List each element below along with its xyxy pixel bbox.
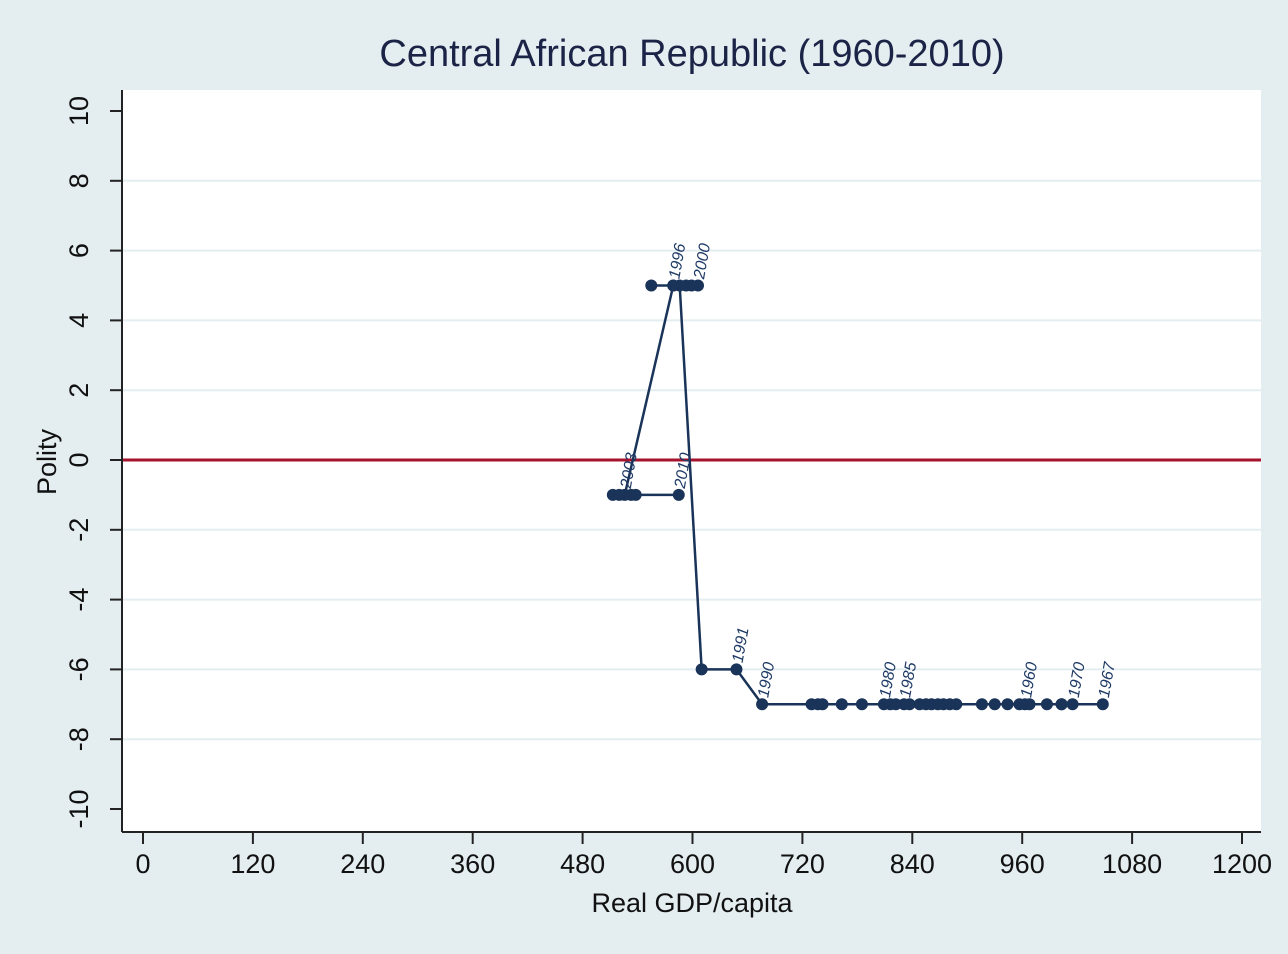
- y-tick-label: -6: [64, 657, 94, 681]
- data-point: [629, 488, 642, 501]
- data-point: [988, 698, 1001, 711]
- y-tick-label: 8: [64, 173, 94, 188]
- point-label: 1985: [897, 661, 920, 699]
- x-tick-label: 720: [780, 849, 825, 879]
- data-point: [695, 663, 708, 676]
- y-tick-label: -8: [64, 727, 94, 751]
- point-label: 2003: [618, 451, 641, 490]
- point-label: 1996: [666, 242, 689, 280]
- y-tick-label: -4: [64, 588, 94, 612]
- data-point: [1013, 698, 1026, 711]
- point-label: 1960: [1018, 661, 1041, 699]
- x-tick-label: 480: [560, 849, 605, 879]
- data-point: [645, 279, 658, 292]
- data-point: [1066, 698, 1079, 711]
- x-tick-label: 360: [450, 849, 495, 879]
- data-point: [1001, 698, 1014, 711]
- point-label: 1990: [755, 661, 778, 699]
- point-label: 1980: [877, 661, 900, 699]
- y-tick-label: -10: [64, 789, 94, 828]
- data-point: [672, 488, 685, 501]
- series: [606, 279, 1109, 711]
- data-point: [1023, 698, 1036, 711]
- data-point: [691, 279, 704, 292]
- data-point: [913, 698, 926, 711]
- gridlines: [122, 179, 1261, 741]
- x-tick-label: 600: [670, 849, 715, 879]
- point-label: 1991: [730, 626, 753, 664]
- data-point: [975, 698, 988, 711]
- x-tick-label: 0: [135, 849, 150, 879]
- chart-title: Central African Republic (1960-2010): [379, 33, 1004, 75]
- point-label: 1967: [1096, 660, 1119, 699]
- x-tick-label: 840: [890, 849, 935, 879]
- data-point: [1096, 698, 1109, 711]
- x-tick-label: 960: [1000, 849, 1045, 879]
- data-point: [730, 663, 743, 676]
- data-point: [835, 698, 848, 711]
- y-axis-label: Polity: [32, 428, 62, 495]
- x-axis-label: Real GDP/capita: [591, 888, 793, 918]
- y-tick-label: 6: [64, 243, 94, 258]
- y-tick-label: 10: [64, 96, 94, 126]
- point-label: 2000: [691, 242, 714, 281]
- axes: -10 -8 -6 -4 -2 0 2 4 6 8 10 0 120 240 360 480 600 720 840…: [64, 90, 1272, 879]
- point-label: 1970: [1066, 661, 1089, 699]
- data-point: [889, 698, 902, 711]
- data-point: [756, 698, 769, 711]
- data-point: [855, 698, 868, 711]
- data-point: [613, 488, 626, 501]
- data-point: [898, 698, 911, 711]
- data-point: [667, 279, 680, 292]
- x-tick-label: 1080: [1102, 849, 1162, 879]
- y-tick-label: -2: [64, 518, 94, 542]
- x-tick-label: 120: [230, 849, 275, 879]
- data-point: [805, 698, 818, 711]
- y-tick-label: 4: [64, 313, 94, 328]
- y-tick-label: 0: [64, 452, 94, 467]
- data-point: [1040, 698, 1053, 711]
- x-tick-label: 1200: [1212, 849, 1272, 879]
- data-point: [1055, 698, 1068, 711]
- point-label: 2010: [672, 451, 695, 490]
- y-tick-label: 2: [64, 383, 94, 398]
- x-tick-label: 240: [340, 849, 385, 879]
